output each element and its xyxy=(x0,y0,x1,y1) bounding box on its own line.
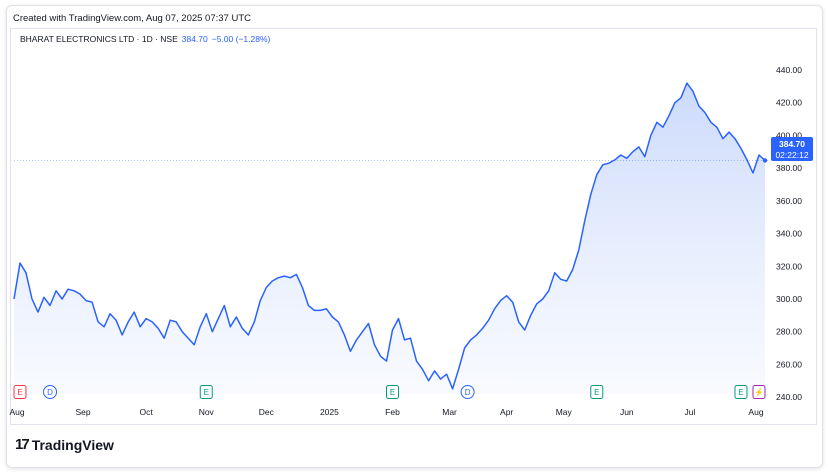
y-tick-label: 420.00 xyxy=(776,98,802,108)
event-marker-box xyxy=(386,385,400,399)
legend-change: −5.00 (−1.28%) xyxy=(211,34,271,44)
tradingview-logo-mark: 17 xyxy=(15,436,30,453)
y-tick-label: 340.00 xyxy=(776,229,802,239)
event-marker-circle xyxy=(43,385,58,399)
x-tick-label: Jun xyxy=(620,407,634,417)
price-tag-background xyxy=(771,137,813,161)
time-axis[interactable]: Aug Sep Oct Nov Dec 2025 Feb Mar Apr May Jun Jul Aug xyxy=(9,407,763,417)
x-tick-label: Oct xyxy=(140,407,154,417)
event-marker-letter: D xyxy=(465,388,471,397)
x-tick-label: Aug xyxy=(9,407,24,417)
y-tick-label: 260.00 xyxy=(776,359,802,369)
created-with-credit: Created with TradingView.com, Aug 07, 20… xyxy=(13,13,251,24)
x-tick-label: Apr xyxy=(500,407,513,417)
price-tag-value: 384.70 xyxy=(779,139,805,149)
x-tick-label: Nov xyxy=(199,407,215,417)
y-tick-label: 360.00 xyxy=(776,196,802,206)
event-marker-letter: E xyxy=(390,388,395,397)
event-marker-letter: E xyxy=(594,388,599,397)
event-marker-box xyxy=(752,385,766,399)
event-marker-letter: D xyxy=(47,388,53,397)
symbol-title[interactable]: BHARAT ELECTRONICS LTD · 1D · NSE xyxy=(20,34,178,44)
event-marker-green[interactable]: E xyxy=(590,385,604,399)
event-marker-circle xyxy=(460,385,475,399)
price-line xyxy=(13,82,766,390)
event-marker-green[interactable]: E xyxy=(199,385,213,399)
y-tick-label: 300.00 xyxy=(776,294,802,304)
x-tick-label: May xyxy=(556,407,573,417)
event-marker-dividend[interactable]: D xyxy=(460,385,475,399)
price-tag-countdown: 02:22:12 xyxy=(775,150,808,160)
y-tick-label: 240.00 xyxy=(776,392,802,402)
price-tag: 384.70 02:22:12 xyxy=(771,137,813,161)
chart-legend: BHARAT ELECTRONICS LTD · 1D · NSE 384.70… xyxy=(20,34,270,44)
event-marker-box xyxy=(13,385,27,399)
x-tick-label: Mar xyxy=(442,407,457,417)
event-marker-box xyxy=(199,385,213,399)
chart-panel[interactable] xyxy=(10,28,817,425)
x-tick-label: 2025 xyxy=(320,407,339,417)
y-tick-label: 380.00 xyxy=(776,163,802,173)
x-tick-label: Aug xyxy=(748,407,763,417)
event-marker-split[interactable]: ⚡ xyxy=(752,385,766,399)
event-marker-box xyxy=(590,385,604,399)
price-axis[interactable]: 240.00 260.00 280.00 300.00 320.00 340.00 360.… xyxy=(776,65,802,402)
event-marker-letter: E xyxy=(17,388,22,397)
last-price-dot xyxy=(762,158,768,163)
y-tick-label: 320.00 xyxy=(776,261,802,271)
x-tick-label: Feb xyxy=(385,407,400,417)
y-tick-label: 280.00 xyxy=(776,327,802,337)
event-marker-dividend[interactable]: D xyxy=(43,385,58,399)
tradingview-wordmark: TradingView xyxy=(31,436,114,453)
x-tick-label: Jul xyxy=(684,407,695,417)
event-marker-letter: E xyxy=(738,388,743,397)
y-tick-label: 400.00 xyxy=(776,130,802,140)
x-tick-label: Dec xyxy=(259,407,275,417)
event-marker-letter: ⚡ xyxy=(754,387,764,397)
x-tick-label: Sep xyxy=(76,407,91,417)
event-marker-letter: E xyxy=(204,388,209,397)
event-marker-box xyxy=(734,385,748,399)
y-tick-label: 440.00 xyxy=(776,65,802,75)
event-marker-green[interactable]: E xyxy=(734,385,748,399)
price-area-fill xyxy=(14,83,765,394)
legend-price: 384.70 xyxy=(181,34,208,44)
event-marker-earnings[interactable]: E xyxy=(13,385,27,399)
tradingview-logo[interactable]: 17 TradingView xyxy=(15,436,114,453)
event-marker-green[interactable]: E xyxy=(386,385,400,399)
events-row: E D E E D E E ⚡ xyxy=(13,385,766,399)
